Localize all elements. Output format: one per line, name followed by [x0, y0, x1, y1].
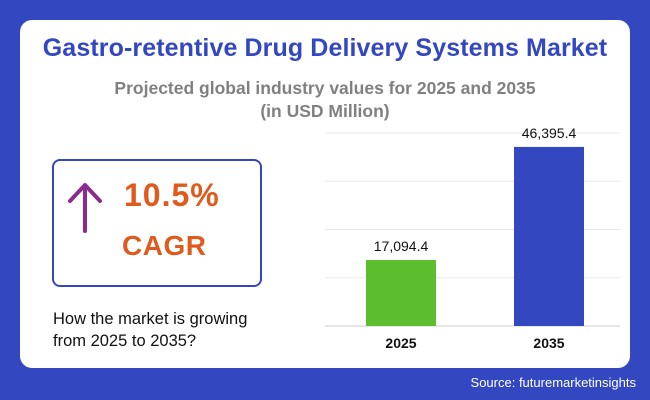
subtitle-line-1: Projected global industry values for 202…	[114, 78, 536, 98]
page-subtitle: Projected global industry values for 202…	[20, 77, 630, 123]
growth-question: How the market is growing from 2025 to 2…	[53, 308, 283, 352]
data-label-2035: 46,395.4	[522, 125, 577, 141]
infographic-card: Gastro-retentive Drug Delivery Systems M…	[20, 20, 630, 368]
question-line-2: from 2025 to 2035?	[53, 332, 197, 350]
x-tick-label-2035: 2035	[533, 335, 564, 351]
page-title: Gastro-retentive Drug Delivery Systems M…	[42, 34, 608, 62]
bar-2035	[514, 146, 584, 326]
bar-chart: 17,094.4 2025 46,395.4 2035	[325, 125, 620, 351]
cagr-box: 10.5% CAGR	[52, 159, 262, 287]
subtitle-line-2: (in USD Million)	[260, 101, 390, 121]
question-line-1: How the market is growing	[53, 310, 248, 328]
x-tick-label-2025: 2025	[385, 335, 416, 351]
source-note: Source: futuremarketinsights	[470, 375, 636, 390]
arrow-up-icon	[68, 183, 102, 233]
cagr-value: 10.5%	[124, 177, 220, 213]
cagr-label: CAGR	[122, 230, 207, 261]
data-label-2025: 17,094.4	[374, 238, 429, 254]
bar-2025	[366, 260, 436, 326]
